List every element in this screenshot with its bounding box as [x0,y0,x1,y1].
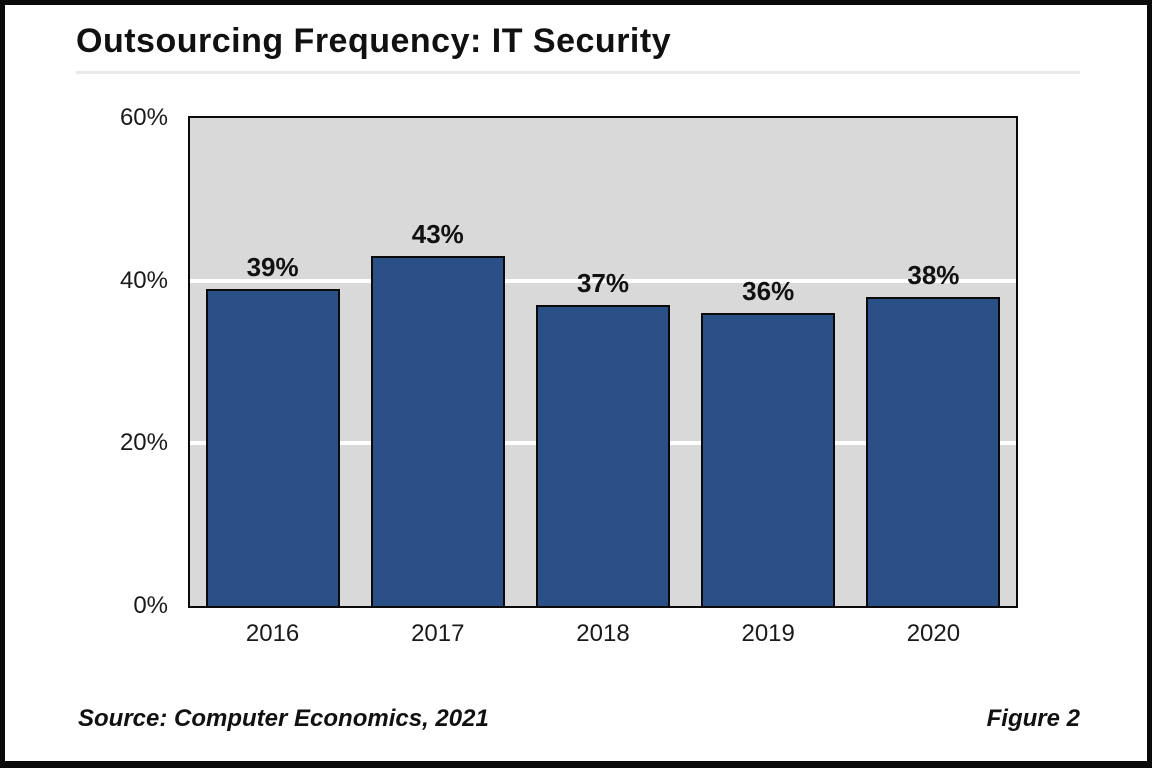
bar-2019 [701,313,836,606]
x-tick-label-2020: 2020 [906,620,961,647]
y-tick-label-0: 0% [133,592,168,619]
plot-area: 39% 43% 37% 36% 38% [188,116,1018,608]
x-tick-label-2018: 2018 [576,620,630,647]
figure-number-label: Figure 2 [986,705,1080,732]
bar-2017 [370,256,505,606]
chart-title: Outsourcing Frequency: IT Security [76,22,672,60]
bar-value-label-2017: 43% [411,219,464,250]
bar-2020 [866,296,1001,606]
bar-2016 [205,288,340,606]
gridline-40 [190,278,1016,283]
y-tick-label-20: 20% [119,429,168,457]
source-caption: Source: Computer Economics, 2021 [78,705,489,732]
bar-value-label-2016: 39% [246,251,299,282]
title-underline-rule [76,71,1080,74]
x-tick-label-2017: 2017 [411,620,465,647]
x-tick-label-2019: 2019 [741,620,795,647]
y-tick-label-60: 60% [119,104,168,131]
bar-value-label-2019: 36% [742,276,795,307]
bar-value-label-2020: 38% [907,259,960,290]
bar-value-label-2018: 37% [576,268,629,299]
bar-2018 [536,305,670,606]
y-tick-label-40: 40% [119,266,168,294]
x-tick-label-2016: 2016 [245,620,300,647]
